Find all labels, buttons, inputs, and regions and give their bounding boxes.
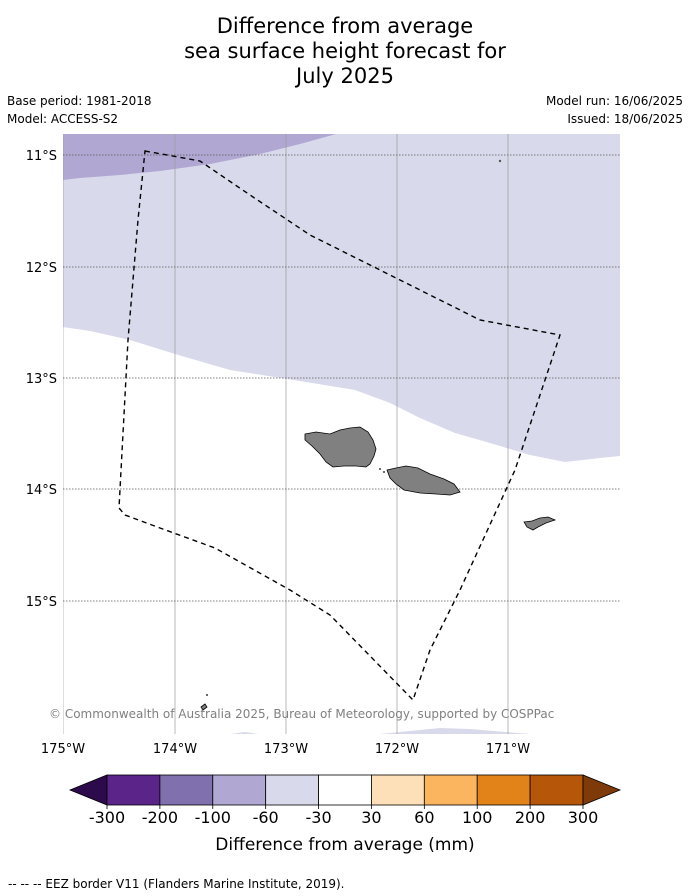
colorbar-bin xyxy=(106,774,161,806)
title-line-1: Difference from average xyxy=(216,14,474,38)
colorbar-bin xyxy=(318,774,372,806)
lat-label: 11°S xyxy=(26,149,57,164)
colorbar-title: Difference from average (mm) xyxy=(215,835,474,855)
colorbar-tick-label: -200 xyxy=(142,808,178,827)
colorbar-bin xyxy=(529,774,584,806)
colorbar-extend-under xyxy=(68,774,108,806)
colorbar-bin xyxy=(212,774,267,806)
colorbar-tick-label: -100 xyxy=(195,808,231,827)
title-line-2: sea surface height forecast for xyxy=(184,39,506,63)
colorbar-tick-label: 30 xyxy=(361,808,381,827)
colorbar-bin xyxy=(423,774,478,806)
anomaly-band-light xyxy=(63,134,620,462)
model-name: Model: ACCESS-S2 xyxy=(7,112,119,126)
title-line-3: July 2025 xyxy=(296,64,394,88)
colorbar-tick-labels: -300 -200 -100 -60 -30 30 60 100 200 300 xyxy=(89,808,598,827)
colorbar-tick-label: 60 xyxy=(414,808,434,827)
colorbar-extend-over xyxy=(582,774,622,806)
anomaly-band-medium xyxy=(63,134,336,180)
issued-date: Issued: 18/06/2025 xyxy=(567,112,683,126)
colorbar-tick-label: 200 xyxy=(515,808,546,827)
map-figure: 11°S 12°S 13°S 14°S 15°S 175°W 174°W 173… xyxy=(26,134,622,855)
island-savaii xyxy=(304,426,377,468)
island-southwest-2 xyxy=(206,694,208,696)
colorbar-bin xyxy=(371,774,425,806)
island-southwest-1 xyxy=(200,703,208,711)
island-apolima xyxy=(383,471,385,473)
lat-label: 15°S xyxy=(26,595,57,610)
island-swains xyxy=(498,159,502,163)
chart-title: Difference from average sea surface heig… xyxy=(0,14,690,89)
colorbar-bin xyxy=(159,774,214,806)
map-area xyxy=(63,134,620,734)
longitude-gridlines xyxy=(63,134,509,734)
colorbar-tick-label: -30 xyxy=(305,808,331,827)
lat-label: 13°S xyxy=(26,372,57,387)
lon-label: 173°W xyxy=(264,742,308,757)
island-manono xyxy=(379,468,381,470)
island-tutuila xyxy=(523,516,557,531)
longitude-labels: 175°W 174°W 173°W 172°W 171°W xyxy=(41,742,530,757)
lon-label: 171°W xyxy=(486,742,530,757)
anomaly-patch-bottom-1 xyxy=(380,728,530,734)
colorbar-tick-label: -300 xyxy=(89,808,125,827)
lon-label: 174°W xyxy=(153,742,197,757)
copyright-notice: © Commonwealth of Australia 2025, Bureau… xyxy=(49,707,554,721)
eez-border xyxy=(118,150,561,702)
lon-label: 175°W xyxy=(41,742,85,757)
colorbar-bin xyxy=(265,774,319,806)
anomaly-patch-bottom-2 xyxy=(230,732,258,734)
base-period: Base period: 1981-2018 xyxy=(7,94,152,108)
model-run: Model run: 16/06/2025 xyxy=(545,94,683,108)
island-upolu xyxy=(386,465,461,496)
colorbar-tick-label: -60 xyxy=(253,808,279,827)
colorbar-tick-label: 300 xyxy=(568,808,599,827)
colorbar xyxy=(68,774,622,809)
latitude-labels: 11°S 12°S 13°S 14°S 15°S xyxy=(26,149,57,610)
lat-label: 14°S xyxy=(26,483,57,498)
colorbar-bin xyxy=(476,774,531,806)
colorbar-tick-label: 100 xyxy=(462,808,493,827)
lat-label: 12°S xyxy=(26,261,57,276)
eez-legend: -- -- -- EEZ border V11 (Flanders Marine… xyxy=(8,877,345,891)
lon-label: 172°W xyxy=(375,742,419,757)
